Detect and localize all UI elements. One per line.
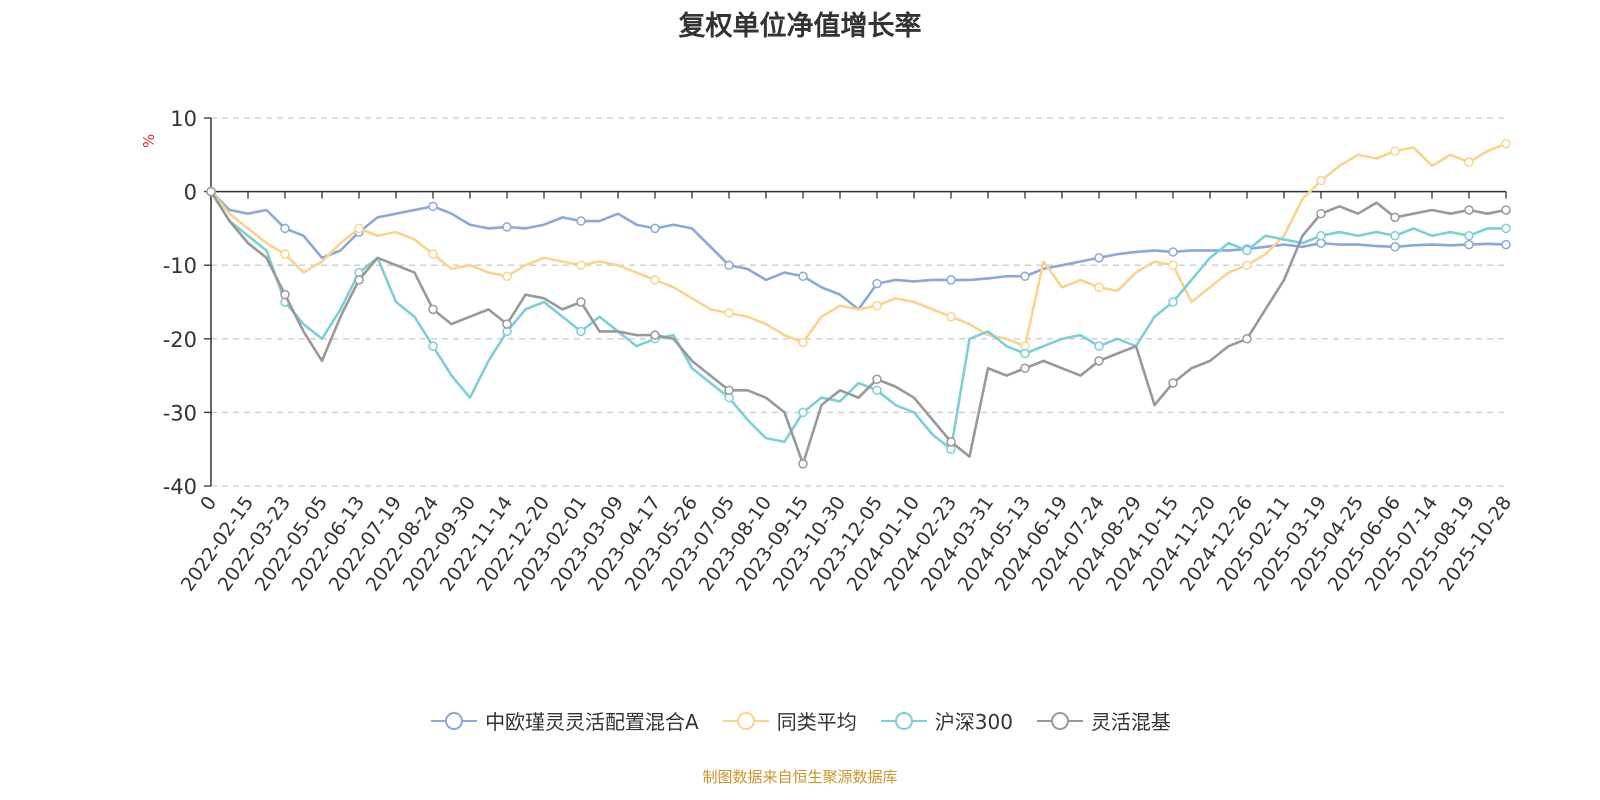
data-point bbox=[206, 186, 216, 197]
data-point bbox=[428, 201, 438, 212]
data-point bbox=[1242, 334, 1252, 344]
data-point bbox=[1390, 212, 1400, 223]
data-point bbox=[1242, 245, 1252, 256]
data-point bbox=[872, 278, 882, 289]
legend-item-fund[interactable]: 中欧瑾灵灵活配置混合A bbox=[429, 706, 699, 735]
data-source-note: 制图数据来自恒生聚源数据库 bbox=[702, 768, 898, 786]
data-point bbox=[576, 297, 586, 307]
legend-label: 同类平均 bbox=[776, 710, 857, 734]
data-point bbox=[1464, 239, 1474, 250]
data-point bbox=[650, 275, 660, 285]
legend-label: 灵活混基 bbox=[1090, 710, 1171, 734]
data-point bbox=[946, 311, 956, 322]
data-point bbox=[1390, 242, 1400, 252]
data-point bbox=[1464, 231, 1474, 241]
chart-title: 复权单位净值增长率 bbox=[678, 11, 922, 42]
data-point bbox=[1094, 282, 1104, 293]
data-point bbox=[280, 289, 290, 300]
legend-item-peer-average[interactable]: 同类平均 bbox=[721, 706, 857, 735]
data-point bbox=[1168, 378, 1178, 388]
data-point bbox=[428, 304, 438, 315]
series-line-1 bbox=[210, 142, 1507, 348]
legend-label: 中欧瑾灵灵活配置混合A bbox=[485, 710, 699, 734]
data-point bbox=[502, 319, 512, 329]
series-lines bbox=[206, 139, 1511, 469]
data-point bbox=[1094, 341, 1104, 351]
data-point bbox=[1168, 247, 1178, 257]
data-point bbox=[280, 223, 290, 234]
y-tick-label: 0 bbox=[184, 181, 197, 205]
data-point bbox=[1242, 260, 1252, 270]
data-point bbox=[1390, 146, 1400, 156]
data-point bbox=[724, 385, 734, 396]
y-tick-label: -10 bbox=[163, 254, 197, 278]
data-point bbox=[1501, 223, 1511, 234]
data-point bbox=[1020, 348, 1030, 359]
legend-item-flexible-mixed[interactable]: 灵活混基 bbox=[1035, 706, 1171, 735]
series-line-2 bbox=[209, 190, 1506, 451]
legend-swatch-icon bbox=[880, 711, 927, 730]
data-point bbox=[428, 341, 438, 351]
data-point bbox=[1316, 231, 1326, 241]
data-point bbox=[354, 223, 364, 234]
data-point bbox=[1094, 253, 1104, 263]
data-point bbox=[280, 249, 290, 259]
data-point bbox=[872, 374, 882, 385]
data-point bbox=[1020, 271, 1030, 281]
data-point bbox=[1390, 231, 1400, 241]
data-point bbox=[872, 300, 882, 311]
y-tick-label: 10 bbox=[170, 107, 197, 131]
data-point bbox=[798, 271, 808, 281]
data-point bbox=[872, 385, 882, 396]
legend-swatch-icon bbox=[1036, 711, 1083, 730]
legend-swatch-icon bbox=[722, 711, 769, 730]
data-point bbox=[724, 308, 734, 318]
y-tick-label: -40 bbox=[163, 475, 197, 499]
data-point bbox=[1094, 356, 1104, 366]
data-point bbox=[1464, 205, 1474, 215]
data-point bbox=[502, 222, 512, 232]
data-point bbox=[798, 407, 808, 418]
data-point bbox=[576, 260, 586, 270]
data-point bbox=[798, 459, 808, 469]
y-tick-label: -30 bbox=[163, 401, 197, 425]
series-line-0 bbox=[210, 190, 1507, 311]
data-point bbox=[1501, 139, 1511, 149]
data-point bbox=[1168, 297, 1178, 307]
data-point bbox=[1168, 260, 1178, 270]
data-point bbox=[946, 437, 956, 447]
grid-lines bbox=[211, 117, 1506, 487]
data-point bbox=[1501, 239, 1511, 250]
data-point bbox=[798, 337, 808, 348]
x-tick-label: 0 bbox=[196, 492, 221, 515]
data-point bbox=[650, 223, 660, 234]
axes bbox=[204, 117, 1507, 487]
data-point bbox=[1316, 208, 1326, 219]
data-point bbox=[502, 271, 512, 281]
y-tick-label: -20 bbox=[163, 328, 197, 352]
data-point bbox=[354, 275, 364, 285]
series-line-3 bbox=[209, 190, 1507, 466]
data-point bbox=[576, 216, 586, 226]
data-point bbox=[650, 330, 660, 340]
data-point bbox=[1464, 157, 1474, 167]
legend: 中欧瑾灵灵活配置混合A 同类平均 沪深300 灵活混基 bbox=[0, 706, 1600, 735]
data-point bbox=[1316, 175, 1326, 186]
data-point bbox=[428, 249, 438, 259]
legend-item-csi300[interactable]: 沪深300 bbox=[879, 706, 1013, 735]
data-point bbox=[1501, 205, 1511, 215]
data-point bbox=[576, 326, 586, 337]
data-point bbox=[724, 260, 734, 270]
data-point bbox=[1020, 363, 1030, 373]
axis-labels: 100-10-20-30-4002022-02-152022-03-232022… bbox=[163, 107, 1516, 595]
legend-label: 沪深300 bbox=[934, 710, 1013, 734]
data-point bbox=[946, 275, 956, 285]
legend-swatch-icon bbox=[431, 711, 478, 730]
